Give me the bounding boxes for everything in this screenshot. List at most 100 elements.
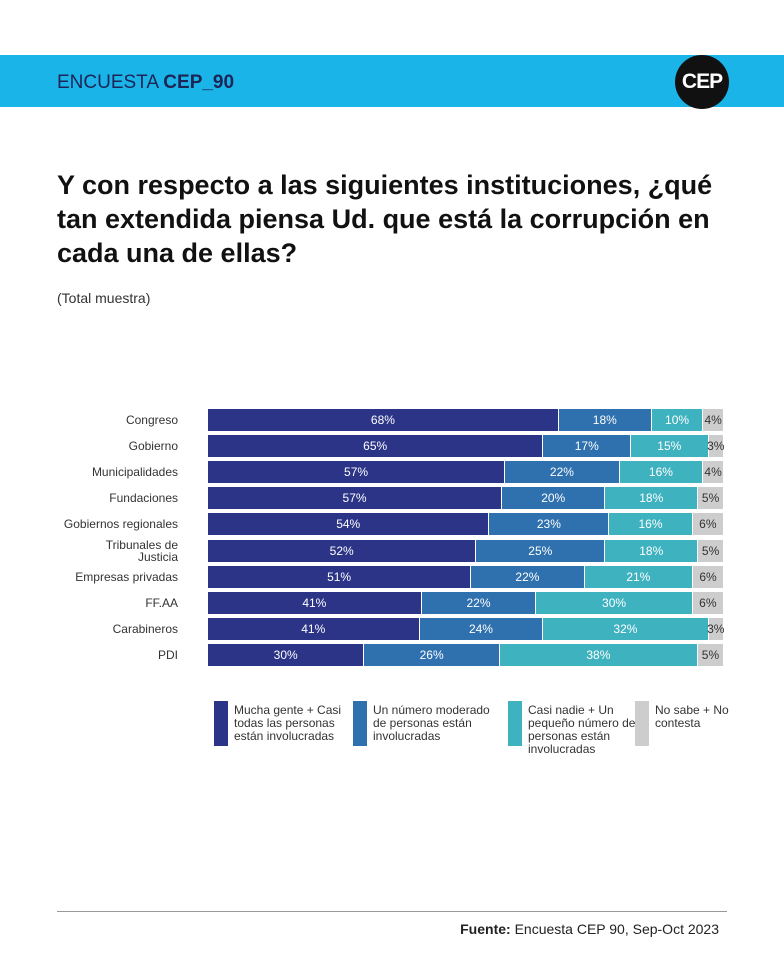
legend-label: Un número moderado de personas están inv… [373, 703, 490, 743]
bar-segment: 18% [605, 487, 699, 510]
value-label: 5% [701, 543, 720, 558]
value-label: 18% [592, 413, 617, 427]
bar-segment: 6% [693, 565, 724, 588]
value-label: 52% [329, 543, 354, 558]
bar-segment: 41% [208, 591, 422, 614]
bar-segment: 54% [208, 513, 490, 536]
bar-segment: 30% [208, 643, 365, 666]
value-label: 21% [626, 569, 651, 584]
value-label: 22% [515, 569, 540, 584]
value-label: 30% [273, 647, 298, 662]
value-label: 6% [699, 517, 717, 532]
bar-segment: 30% [536, 591, 693, 614]
category-label: Carabineros [112, 621, 178, 636]
bar-segment: 25% [476, 539, 606, 562]
bar-segment: 23% [489, 513, 610, 536]
bar-segment: 51% [208, 565, 472, 588]
value-label: 30% [602, 595, 627, 610]
category-label: Tribunales de Justicia [105, 537, 178, 564]
bar-segment: 57% [208, 487, 503, 510]
value-label: 4% [704, 465, 722, 480]
bar-segment: 4% [703, 461, 724, 484]
legend-swatch [635, 701, 649, 746]
bar-segment: 22% [505, 461, 620, 484]
value-label: 51% [327, 569, 352, 584]
brand: ENCUESTA CEP_90 [57, 72, 234, 94]
footer-rule [57, 911, 727, 912]
value-label: 17% [574, 439, 599, 454]
value-label: 5% [701, 647, 720, 662]
bar-segment: 52% [208, 539, 477, 562]
value-label: 16% [648, 465, 673, 480]
bar-segment: 6% [692, 513, 724, 536]
bar-segment: 5% [698, 539, 724, 562]
bar-segment: 41% [208, 617, 420, 640]
value-label: 22% [549, 465, 574, 480]
bar-segment: 38% [499, 643, 698, 666]
value-label: 3% [707, 439, 725, 454]
value-label: 18% [639, 543, 664, 558]
bar-segment: 18% [558, 409, 652, 431]
bar-segment: 3% [707, 435, 725, 458]
brand-text: ENCUESTA [57, 72, 159, 93]
bar-segment: 17% [543, 435, 632, 458]
value-label: 5% [701, 491, 720, 506]
value-label: 23% [536, 517, 561, 532]
bar-segment: 4% [703, 409, 724, 431]
bar-segment: 24% [419, 617, 544, 640]
value-label: 57% [344, 465, 369, 480]
value-label: 20% [541, 491, 566, 506]
bar-segment: 20% [502, 487, 606, 510]
category-label: Empresas privadas [75, 569, 178, 584]
value-label: 6% [699, 595, 717, 610]
category-label: Gobierno [128, 439, 178, 454]
category-label: Municipalidades [91, 465, 178, 480]
value-label: 4% [704, 413, 722, 427]
legend-swatch [214, 701, 228, 746]
value-label: 18% [639, 491, 664, 506]
bar-segment: 68% [208, 409, 559, 431]
bar-segment: 6% [692, 591, 724, 614]
bar-segment: 16% [619, 461, 704, 484]
header-band [0, 55, 784, 107]
value-label: 26% [419, 647, 444, 662]
value-label: 38% [586, 647, 611, 662]
legend-swatch [353, 701, 367, 746]
logo: CEP [675, 55, 729, 109]
value-label: 3% [707, 621, 725, 636]
bar-segment: 65% [208, 435, 544, 458]
bar-segment: 10% [651, 409, 704, 431]
value-label: 16% [638, 517, 663, 532]
bar-segment: 15% [631, 435, 709, 458]
value-label: 65% [363, 439, 388, 454]
bar-segment: 3% [707, 617, 725, 640]
legend-label: Casi nadie + Un pequeño número de person… [528, 703, 636, 756]
value-label: 57% [342, 491, 367, 506]
bar-segment: 5% [697, 643, 724, 666]
source: Fuente: Encuesta CEP 90, Sep-Oct 2023 [460, 921, 719, 937]
value-label: 6% [699, 569, 717, 584]
category-label: Fundaciones [109, 491, 178, 506]
bar-segment: 18% [605, 539, 699, 562]
bar-segment: 32% [543, 617, 709, 640]
chart-subtitle: (Total muestra) [57, 290, 151, 306]
value-label: 25% [528, 543, 553, 558]
survey-name: CEP_90 [163, 72, 235, 93]
value-label: 41% [301, 621, 326, 636]
bar-segment: 22% [471, 565, 585, 588]
value-label: 24% [468, 621, 493, 636]
legend-label: Mucha gente + Casi todas las personas es… [234, 703, 342, 743]
category-label: PDI [157, 647, 178, 662]
bar-segment: 21% [584, 565, 694, 588]
value-label: 41% [302, 595, 327, 610]
chart-title: Y con respecto a las siguientes instituc… [57, 170, 713, 268]
bar-segment: 16% [609, 513, 693, 536]
bar-segment: 22% [421, 591, 537, 614]
category-label: Congreso [125, 413, 178, 427]
category-label: FF.AA [145, 595, 178, 610]
value-label: 32% [613, 621, 638, 636]
value-label: 68% [370, 413, 395, 427]
value-label: 22% [466, 595, 491, 610]
